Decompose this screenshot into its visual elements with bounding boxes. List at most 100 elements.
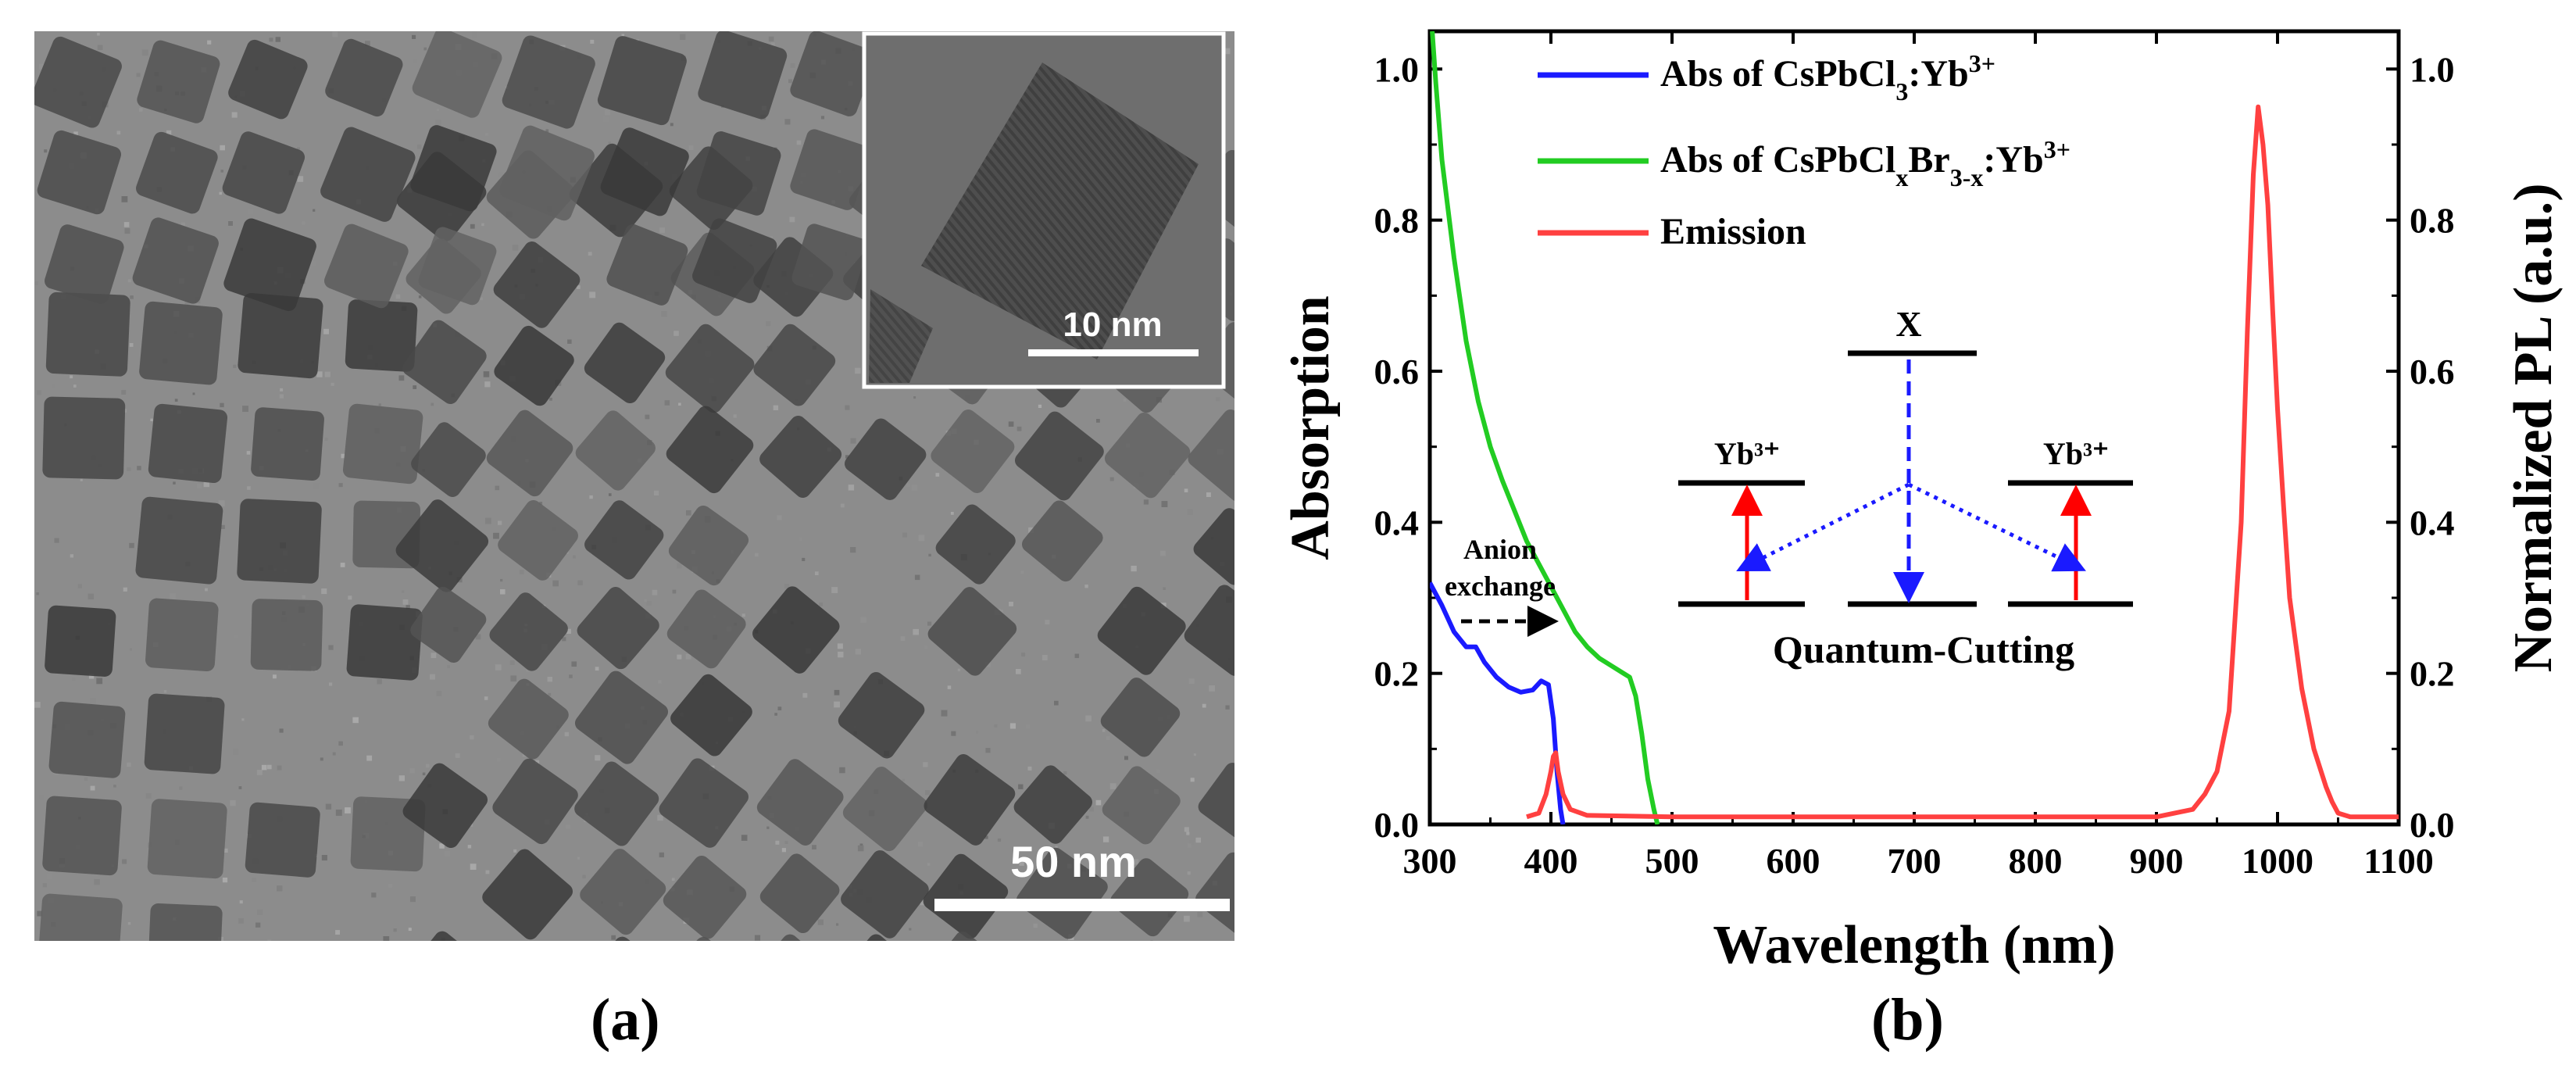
noise-speck <box>1027 766 1032 771</box>
x-axis-label: Wavelength (nm) <box>1713 915 2115 975</box>
x-tick-label: 500 <box>1645 841 1699 881</box>
nanocube <box>1102 766 1181 845</box>
noise-speck <box>686 510 691 516</box>
noise-speck <box>436 691 442 696</box>
nanocube <box>841 850 929 939</box>
noise-speck <box>483 371 490 377</box>
noise-speck <box>383 936 390 941</box>
noise-speck <box>924 645 928 649</box>
noise-speck <box>329 682 333 686</box>
nanocube <box>923 853 1009 939</box>
noise-speck <box>219 191 222 195</box>
noise-speck <box>746 614 751 620</box>
annotation-line-2: exchange <box>1445 570 1556 602</box>
noise-speck <box>1020 570 1024 574</box>
noise-speck <box>116 131 121 135</box>
right-transfer-arrow <box>1907 482 2086 572</box>
noise-speck <box>535 760 540 764</box>
nanocube <box>1184 585 1234 676</box>
noise-speck <box>192 392 195 395</box>
noise-speck <box>316 371 323 377</box>
noise-speck <box>267 764 272 770</box>
noise-speck <box>261 764 267 771</box>
nanocube <box>346 604 423 681</box>
nanocube <box>34 36 122 128</box>
nanocube <box>790 129 871 210</box>
nanocube <box>845 418 927 500</box>
noise-speck <box>242 406 248 412</box>
noise-speck <box>1225 705 1230 710</box>
noise-speck <box>659 852 664 858</box>
noise-speck <box>90 697 96 704</box>
noise-speck <box>277 765 282 771</box>
nanocube <box>139 301 223 385</box>
noise-speck <box>324 437 328 441</box>
noise-speck <box>577 877 583 882</box>
noise-speck <box>512 245 519 251</box>
noise-speck <box>1216 397 1220 402</box>
nanocube <box>1193 508 1234 585</box>
noise-speck <box>248 209 254 215</box>
nanocube <box>574 761 659 846</box>
noise-speck <box>495 664 502 671</box>
noise-speck <box>1019 860 1024 866</box>
noise-speck <box>425 764 430 768</box>
noise-speck <box>519 570 524 574</box>
noise-speck <box>330 382 334 386</box>
noise-speck <box>203 481 209 488</box>
noise-speck <box>1063 771 1067 775</box>
noise-speck <box>313 209 316 212</box>
noise-speck <box>127 921 131 925</box>
x-tick-label: 1000 <box>2242 841 2313 881</box>
noise-speck <box>127 279 131 283</box>
noise-speck <box>36 592 39 595</box>
noise-speck <box>348 595 352 600</box>
noise-speck <box>241 718 245 721</box>
legend: Abs of CsPbCl3:Yb3+ Abs of CsPbClxBr3-x:Y… <box>1538 49 2070 252</box>
noise-speck <box>402 599 409 605</box>
nanocube <box>238 293 323 379</box>
noise-speck <box>678 402 681 406</box>
noise-speck <box>124 228 130 234</box>
noise-speck <box>173 481 176 485</box>
noise-speck <box>906 483 910 487</box>
noise-speck <box>1054 700 1059 706</box>
noise-speck <box>820 116 825 120</box>
noise-speck <box>562 637 566 642</box>
noise-speck <box>1077 658 1080 661</box>
nanocube <box>237 499 322 584</box>
nanocube <box>574 671 669 764</box>
panel-a-label: (a) <box>591 987 660 1053</box>
noise-speck <box>38 63 45 70</box>
noise-speck <box>670 123 673 127</box>
noise-speck <box>920 899 926 906</box>
noise-speck <box>777 706 782 710</box>
noise-speck <box>1209 685 1215 692</box>
noise-speck <box>976 731 979 734</box>
noise-speck <box>231 112 238 118</box>
nanocube <box>1198 763 1234 842</box>
noise-speck <box>470 224 475 229</box>
noise-speck <box>123 587 127 592</box>
nanocube <box>411 422 486 497</box>
noise-speck <box>136 73 141 77</box>
noise-speck <box>163 690 167 693</box>
y2-tick-label: 0.6 <box>2410 352 2455 392</box>
left-transfer-arrow <box>1736 482 1910 571</box>
nanocube <box>42 396 126 480</box>
noise-speck <box>338 741 343 746</box>
noise-speck <box>812 845 816 849</box>
noise-speck <box>848 485 855 491</box>
noise-speck <box>220 524 225 529</box>
nanocube <box>494 325 574 406</box>
noise-speck <box>918 535 925 542</box>
noise-speck <box>836 496 842 502</box>
noise-speck <box>1184 915 1190 922</box>
noise-speck <box>1018 784 1024 789</box>
noise-speck <box>267 939 272 941</box>
noise-speck <box>602 116 609 123</box>
quantum-cutting-schematic: X Yb³⁺ Yb³⁺ Quantum-Cutting <box>1678 304 2133 671</box>
noise-speck <box>604 109 610 116</box>
noise-speck <box>402 590 405 593</box>
noise-speck <box>413 385 417 389</box>
